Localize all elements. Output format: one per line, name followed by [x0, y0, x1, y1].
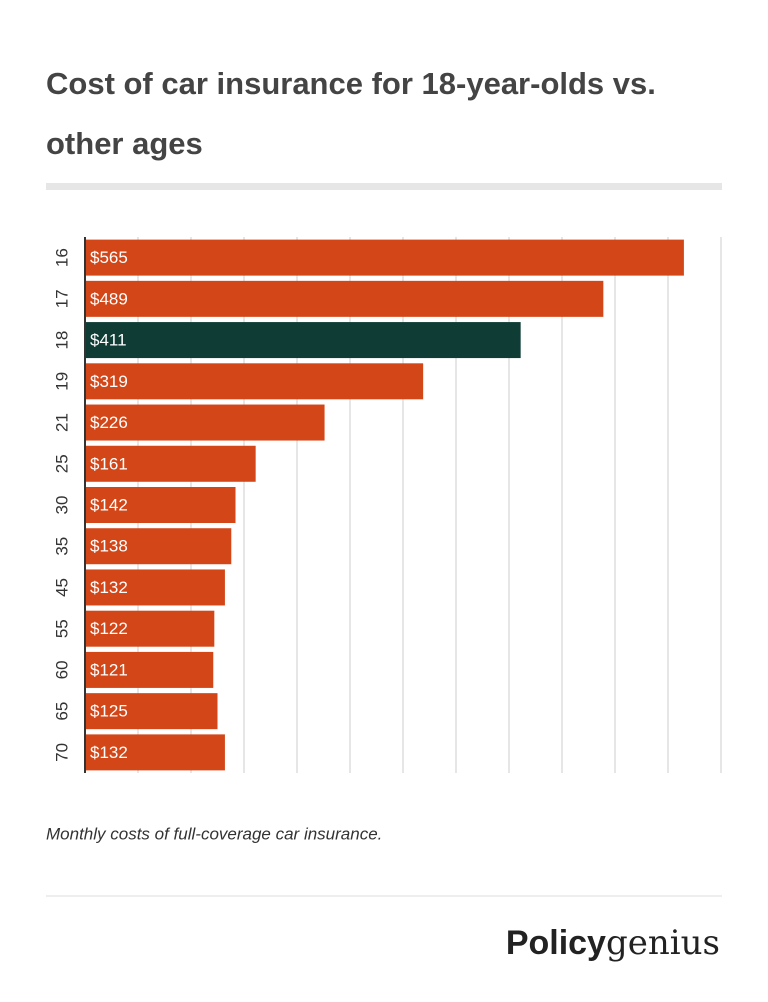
y-tick-label: 65 — [52, 702, 71, 721]
chart-title: other ages — [46, 126, 203, 161]
note: Monthly costs of full-coverage car insur… — [46, 824, 382, 843]
logo-bold: Policy — [506, 924, 606, 962]
value-label: $132 — [90, 743, 128, 762]
bar — [85, 651, 214, 688]
bar — [85, 404, 325, 441]
y-tick-label: 16 — [52, 248, 71, 267]
chart-title: Cost of car insurance for 18-year-olds v… — [46, 66, 656, 101]
y-tick-label: 21 — [52, 413, 71, 432]
y-tick-label: 45 — [52, 578, 71, 597]
y-tick-label: 25 — [52, 454, 71, 473]
value-label: $226 — [90, 413, 128, 432]
y-tick-label: 18 — [52, 331, 71, 350]
value-label: $411 — [90, 331, 127, 350]
value-label: $489 — [90, 289, 128, 308]
bar — [85, 693, 218, 730]
y-tick-label: 35 — [52, 537, 71, 556]
bar — [85, 445, 256, 482]
y-tick-label: 17 — [52, 289, 71, 308]
bar — [85, 569, 225, 606]
y-tick-label: 70 — [52, 743, 71, 762]
bar — [85, 610, 215, 647]
value-label: $122 — [90, 619, 128, 638]
title-rule — [46, 183, 722, 190]
value-label: $138 — [90, 537, 128, 556]
bar — [85, 487, 236, 523]
value-label: $142 — [90, 495, 128, 514]
bar — [85, 322, 521, 359]
logo-light: genius — [606, 923, 720, 963]
value-label: $132 — [90, 578, 128, 597]
bar — [85, 280, 604, 317]
value-label: $565 — [90, 248, 128, 267]
y-tick-label: 30 — [52, 496, 71, 515]
y-tick-label: 55 — [52, 619, 71, 638]
bar — [85, 734, 225, 771]
bar — [85, 363, 424, 400]
logo: Policygenius — [506, 923, 720, 963]
value-label: $319 — [90, 372, 128, 391]
value-label: $125 — [90, 702, 128, 721]
y-tick-label: 60 — [52, 660, 71, 679]
value-label: $121 — [90, 660, 128, 679]
bar — [85, 239, 684, 276]
y-tick-label: 19 — [52, 372, 71, 391]
bar — [85, 528, 232, 565]
value-label: $161 — [90, 454, 128, 473]
